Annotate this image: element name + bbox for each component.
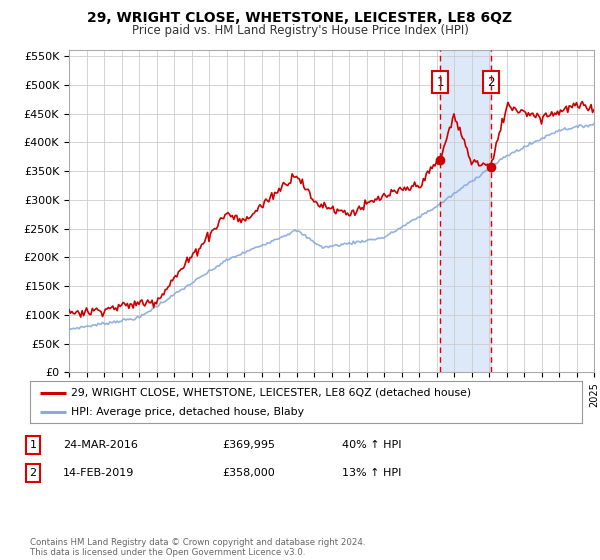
Text: 29, WRIGHT CLOSE, WHETSTONE, LEICESTER, LE8 6QZ: 29, WRIGHT CLOSE, WHETSTONE, LEICESTER, …: [88, 11, 512, 25]
Text: 2: 2: [487, 76, 495, 88]
Text: 24-MAR-2016: 24-MAR-2016: [63, 440, 138, 450]
Text: 29, WRIGHT CLOSE, WHETSTONE, LEICESTER, LE8 6QZ (detached house): 29, WRIGHT CLOSE, WHETSTONE, LEICESTER, …: [71, 388, 472, 398]
Text: HPI: Average price, detached house, Blaby: HPI: Average price, detached house, Blab…: [71, 407, 304, 417]
Text: 1: 1: [29, 440, 37, 450]
Text: 14-FEB-2019: 14-FEB-2019: [63, 468, 134, 478]
Text: £369,995: £369,995: [222, 440, 275, 450]
Text: 1: 1: [437, 76, 444, 88]
Text: 2: 2: [29, 468, 37, 478]
Text: 13% ↑ HPI: 13% ↑ HPI: [342, 468, 401, 478]
Text: 40% ↑ HPI: 40% ↑ HPI: [342, 440, 401, 450]
Text: Price paid vs. HM Land Registry's House Price Index (HPI): Price paid vs. HM Land Registry's House …: [131, 24, 469, 36]
Bar: [440, 50, 491, 372]
Text: Contains HM Land Registry data © Crown copyright and database right 2024.
This d: Contains HM Land Registry data © Crown c…: [30, 538, 365, 557]
Text: £358,000: £358,000: [222, 468, 275, 478]
